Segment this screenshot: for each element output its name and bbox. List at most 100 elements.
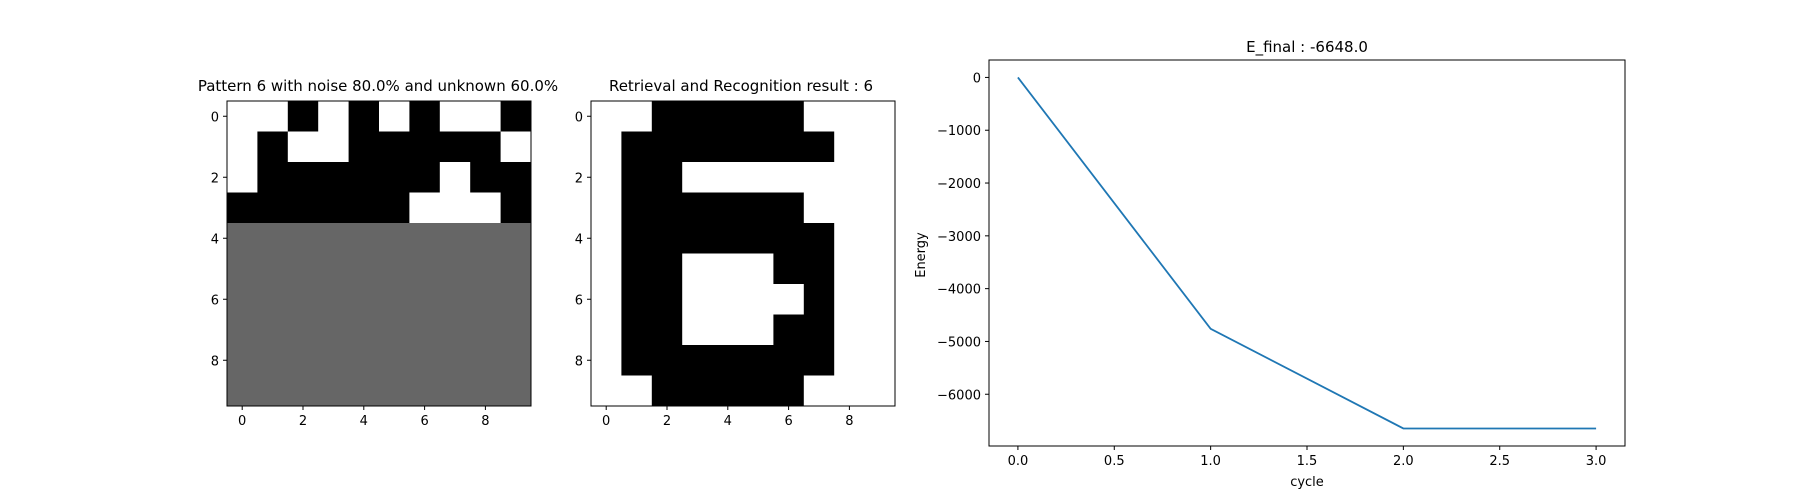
y-tick-label: −1000 [937, 124, 981, 139]
pixel-cell [409, 253, 441, 285]
pixel-cell [651, 223, 683, 254]
pixel-cell [864, 345, 896, 376]
energy-title: E_final : -6648.0 [1246, 38, 1368, 57]
pixel-cell [318, 375, 350, 407]
pixel-cell [773, 284, 805, 315]
pixel-cell [712, 375, 744, 407]
pixel-cell [773, 345, 805, 376]
pixel-cell [500, 345, 532, 376]
pixel-cell [834, 345, 866, 376]
pixel-cell [318, 345, 350, 376]
pixel-cell [651, 314, 683, 346]
pixel-cell [500, 192, 532, 224]
pixel-cell [348, 345, 380, 376]
x-tick-label: 3.0 [1586, 454, 1607, 469]
pixel-cell [712, 101, 744, 132]
pixel-cell [803, 162, 835, 193]
x-tick-label: 6 [784, 414, 792, 429]
pixel-cell [712, 192, 744, 224]
pixel-cell [409, 284, 441, 315]
pixel-cell [287, 253, 319, 285]
pixel-cell [773, 101, 805, 132]
pixel-cell [864, 314, 896, 346]
pixel-cell [803, 192, 835, 224]
pixel-cell [287, 131, 319, 163]
pixel-cell [621, 345, 653, 376]
pixel-cell [227, 375, 258, 407]
x-tick-label: 8 [845, 414, 853, 429]
pixel-cell [834, 101, 866, 132]
pixel-cell [500, 375, 532, 407]
pixel-cell [227, 101, 258, 132]
x-tick-label: 0.5 [1104, 454, 1125, 469]
energy-ticks: 0.0 0.5 1.0 1.5 2.0 2.5 3.0 0 −1000 −2000 −3000 −40… [937, 71, 1606, 469]
x-tick-label: 2 [299, 414, 307, 429]
pixel-cell [834, 131, 866, 163]
pixel-cell [379, 284, 410, 315]
pixel-cell [743, 314, 774, 346]
pixel-cell [803, 131, 835, 163]
pixel-cell [318, 284, 350, 315]
pixel-cell [439, 375, 471, 407]
energy-line [1017, 76, 1597, 430]
pixel-cell [287, 345, 319, 376]
pixel-cell [470, 284, 502, 315]
pixel-cell [743, 101, 774, 132]
pixel-cell [773, 223, 805, 254]
pixel-cell [621, 284, 653, 315]
pixel-cell [409, 314, 441, 346]
pixel-cell [743, 345, 774, 376]
noisy-pattern-panel: Pattern 6 with noise 80.0% and unknown 6… [198, 77, 558, 429]
pixel-cell [591, 131, 622, 163]
retrieval-ticks: 0 2 4 6 8 0 2 4 6 8 [575, 110, 854, 429]
pixel-cell [470, 192, 502, 224]
retrieval-grid [591, 101, 896, 407]
noisy-pattern-ticks: 0 2 4 6 8 0 2 4 6 8 [211, 110, 490, 429]
pixel-cell [227, 345, 258, 376]
pixel-cell [682, 192, 714, 224]
pixel-cell [379, 162, 410, 193]
pixel-cell [379, 253, 410, 285]
x-tick-label: 0.0 [1008, 454, 1029, 469]
pixel-cell [651, 192, 683, 224]
pixel-cell [257, 314, 289, 346]
pixel-cell [409, 192, 441, 224]
pixel-cell [621, 162, 653, 193]
pixel-cell [773, 314, 805, 346]
pixel-cell [227, 253, 258, 285]
energy-xlabel: cycle [1290, 475, 1324, 490]
pixel-cell [500, 131, 532, 163]
pixel-cell [379, 223, 410, 254]
x-tick-label: 2 [663, 414, 671, 429]
pixel-cell [864, 101, 896, 132]
pixel-cell [651, 284, 683, 315]
pixel-cell [348, 314, 380, 346]
pixel-cell [470, 101, 502, 132]
pixel-cell [743, 162, 774, 193]
pixel-cell [318, 192, 350, 224]
pixel-cell [500, 284, 532, 315]
pixel-cell [348, 284, 380, 315]
pixel-cell [803, 101, 835, 132]
pixel-cell [864, 223, 896, 254]
pixel-cell [379, 192, 410, 224]
pixel-cell [743, 253, 774, 285]
pixel-cell [591, 375, 622, 407]
pixel-cell [348, 192, 380, 224]
y-tick-label: −2000 [937, 177, 981, 192]
pixel-cell [227, 284, 258, 315]
pixel-cell [470, 345, 502, 376]
x-tick-label: 0 [602, 414, 610, 429]
y-tick-label: 2 [575, 171, 583, 186]
pixel-cell [682, 314, 714, 346]
y-tick-label: 0 [575, 110, 583, 125]
x-tick-label: 6 [420, 414, 428, 429]
pixel-cell [621, 314, 653, 346]
pixel-cell [773, 131, 805, 163]
pixel-cell [470, 223, 502, 254]
pixel-cell [257, 131, 289, 163]
pixel-cell [470, 253, 502, 285]
pixel-cell [682, 131, 714, 163]
y-tick-label: 0 [211, 110, 219, 125]
noisy-pattern-grid [227, 101, 532, 407]
